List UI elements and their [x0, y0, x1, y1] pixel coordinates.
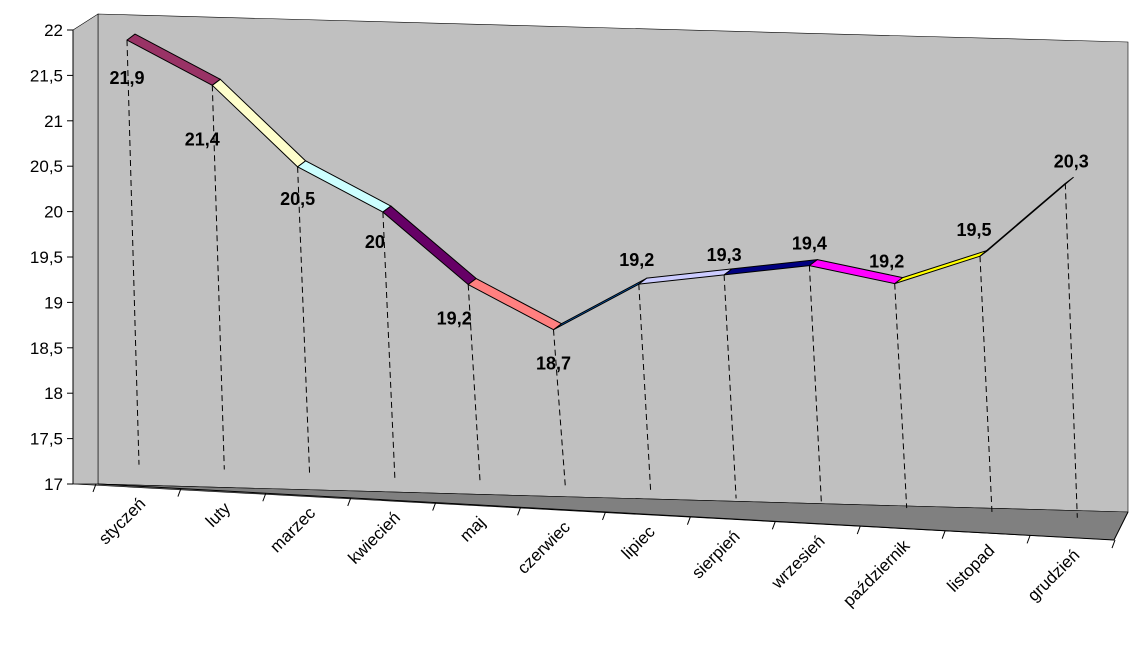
x-tick	[262, 493, 267, 502]
y-tick-label: 18,5	[30, 339, 63, 358]
x-category-label: czerwiec	[514, 517, 575, 578]
x-tick	[856, 525, 861, 535]
data-label: 19,5	[956, 220, 991, 240]
data-label: 18,7	[536, 354, 571, 374]
data-label: 19,4	[792, 234, 827, 254]
y-tick-label: 19,5	[30, 248, 63, 267]
x-category-label: lipiec	[618, 522, 659, 563]
chart-back-wall	[97, 13, 1129, 513]
x-category-label: listopad	[944, 541, 999, 596]
drop-line	[297, 166, 311, 475]
y-tick-label: 20	[44, 203, 63, 222]
x-tick	[347, 497, 352, 507]
data-label: 19,3	[707, 245, 742, 265]
x-category-label: sierpień	[688, 527, 744, 583]
x-tick	[602, 511, 606, 521]
drop-line	[894, 283, 908, 509]
x-tick	[517, 507, 522, 516]
drop-line	[638, 284, 652, 494]
drop-line	[382, 212, 396, 480]
x-category-label: wrzesień	[767, 532, 829, 594]
x-category-label: maj	[456, 513, 489, 546]
drop-lines	[126, 40, 1078, 518]
chart-side-wall	[72, 13, 99, 485]
x-category-label: styczeń	[95, 494, 149, 548]
data-label: 20,3	[1054, 151, 1089, 171]
drop-line	[553, 329, 566, 489]
line-segment	[979, 176, 1074, 257]
y-tick-label: 17,5	[30, 430, 63, 449]
drop-line	[1064, 183, 1078, 518]
floor-edge-line	[1113, 511, 1129, 541]
drop-line	[126, 40, 140, 465]
x-tick	[432, 502, 437, 511]
x-tick	[177, 488, 182, 497]
line-series	[126, 33, 1074, 331]
x-tick	[1026, 535, 1031, 544]
data-labels: 21,9 21,4 20,5 20 19,2 18,7 19,2 19,3 19,4 19,2 19…	[109, 68, 1088, 374]
x-tick	[1111, 539, 1116, 549]
drop-line	[467, 284, 481, 485]
data-label: 19,2	[437, 309, 472, 329]
data-label: 20	[365, 232, 385, 252]
data-label: 21,4	[185, 129, 220, 149]
y-tick-label: 20,5	[30, 157, 63, 176]
x-category-label: kwiecień	[344, 508, 404, 568]
y-tick-label: 21,5	[30, 66, 63, 85]
y-tick-label: 21	[44, 112, 63, 131]
x-category-label: październik	[839, 536, 914, 611]
y-axis: 17 17,5 18 18,5 19 19,5 20 20,5 21 21,5 22	[30, 21, 73, 494]
y-tick-label: 17	[44, 475, 63, 494]
drop-line	[211, 85, 225, 470]
drop-line	[979, 256, 993, 513]
data-label: 20,5	[280, 189, 315, 209]
x-tick	[92, 483, 97, 493]
x-category-label: marzec	[266, 503, 319, 556]
x-tick	[941, 530, 946, 539]
y-tick-label: 22	[44, 21, 63, 40]
data-label: 21,9	[109, 68, 144, 88]
x-tick	[686, 516, 691, 525]
y-tick-label: 18	[44, 384, 63, 403]
y-tick-label: 19	[44, 293, 63, 312]
x-tick	[771, 521, 776, 530]
data-label: 19,2	[619, 250, 654, 270]
x-category-label: grudzień	[1024, 546, 1084, 606]
drop-line	[723, 274, 737, 499]
x-category-label: luty	[202, 498, 234, 530]
data-label: 19,2	[869, 252, 904, 272]
